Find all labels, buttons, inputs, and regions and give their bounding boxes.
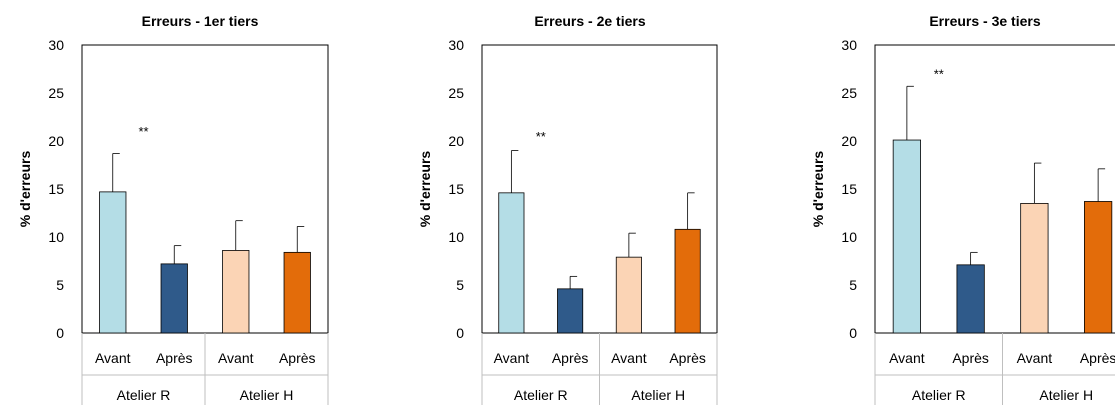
- x-group-label: Atelier H: [1039, 387, 1093, 403]
- y-tick-label: 20: [48, 133, 64, 149]
- x-group-label: Atelier R: [912, 387, 966, 403]
- y-tick-label: 5: [849, 277, 857, 293]
- y-tick-label: 15: [841, 181, 857, 197]
- x-category-label: Après: [156, 350, 193, 366]
- y-tick-label: 30: [448, 37, 464, 53]
- bar-4: [1084, 201, 1113, 334]
- chart-panel-3: Erreurs - 3e tiers 0 5 10 15 20 25 30 % d'erreur…: [810, 13, 1115, 405]
- x-category-label: Après: [952, 350, 989, 366]
- x-category-label: Avant: [494, 350, 530, 366]
- x-category-label: Après: [669, 350, 706, 366]
- significance-marker: **: [536, 129, 546, 144]
- chart-title: Erreurs - 2e tiers: [534, 13, 645, 29]
- y-tick-label: 0: [849, 325, 857, 341]
- bar-2: [557, 288, 584, 334]
- y-tick-label: 30: [48, 37, 64, 53]
- bar-2: [956, 264, 985, 334]
- y-tick-label: 25: [48, 85, 64, 101]
- y-tick-label: 25: [841, 85, 857, 101]
- x-category-label: Après: [552, 350, 589, 366]
- chart-panel-2: Erreurs - 2e tiers 0 5 10 15 20 25 30 % d'erreur…: [417, 13, 718, 405]
- x-category-label: Après: [1080, 350, 1115, 366]
- y-tick-label: 20: [448, 133, 464, 149]
- y-tick-label: 10: [841, 229, 857, 245]
- y-tick-label: 5: [456, 277, 464, 293]
- significance-marker: **: [934, 67, 944, 82]
- y-axis-label: % d'erreurs: [810, 151, 826, 228]
- y-tick-label: 10: [48, 229, 64, 245]
- x-group-label: Atelier H: [631, 387, 685, 403]
- y-tick-label: 20: [841, 133, 857, 149]
- y-tick-label: 30: [841, 37, 857, 53]
- bar-3: [1020, 202, 1049, 334]
- x-category-label: Avant: [889, 350, 925, 366]
- x-category-label: Avant: [95, 350, 131, 366]
- y-tick-label: 15: [48, 181, 64, 197]
- y-axis-label: % d'erreurs: [17, 151, 33, 228]
- y-tick-label: 10: [448, 229, 464, 245]
- bar-1: [99, 191, 127, 334]
- x-category-label: Après: [279, 350, 316, 366]
- chart-title: Erreurs - 3e tiers: [929, 13, 1040, 29]
- bar-3: [222, 250, 250, 334]
- significance-marker: **: [138, 124, 148, 139]
- y-tick-label: 15: [448, 181, 464, 197]
- y-tick-label: 5: [56, 277, 64, 293]
- bar-3: [615, 256, 642, 334]
- x-group-label: Atelier R: [514, 387, 568, 403]
- x-category-label: Avant: [611, 350, 647, 366]
- x-category-label: Avant: [1017, 350, 1053, 366]
- bar-1: [892, 139, 921, 334]
- chart-title: Erreurs - 1er tiers: [142, 13, 259, 29]
- x-group-label: Atelier R: [117, 387, 171, 403]
- x-category-label: Avant: [218, 350, 254, 366]
- chart-panel-1: Erreurs - 1er tiers 0 5 10 15 20 25 30 % d'erreu…: [17, 13, 329, 405]
- y-tick-label: 0: [456, 325, 464, 341]
- bar-4: [674, 228, 701, 334]
- bar-1: [498, 192, 525, 334]
- y-axis-label: % d'erreurs: [417, 151, 433, 228]
- x-group-label: Atelier H: [240, 387, 294, 403]
- bar-4: [283, 251, 311, 334]
- y-tick-label: 0: [56, 325, 64, 341]
- y-tick-label: 25: [448, 85, 464, 101]
- bar-2: [160, 263, 188, 334]
